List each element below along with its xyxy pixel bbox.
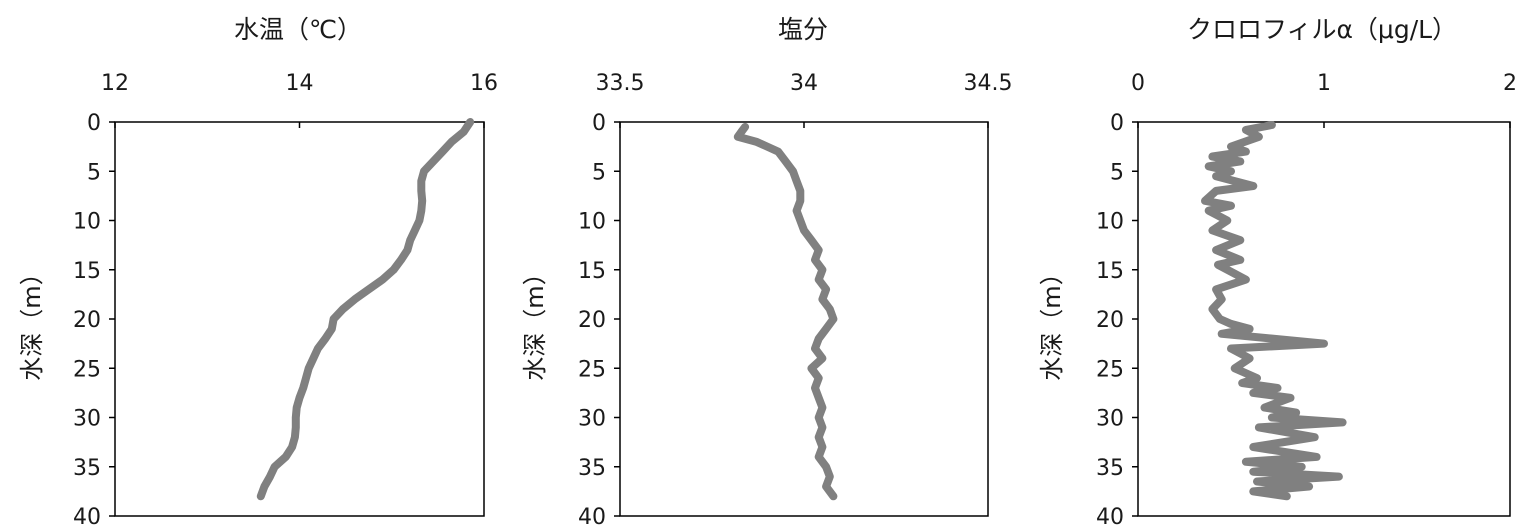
y-tick-label: 40 (578, 505, 606, 526)
x-tick-label: 33.5 (596, 71, 645, 96)
plot-frame (1137, 121, 1511, 517)
panel-salinity: 塩分 水深（m） 33.5 34 34.5 0 5 10 15 20 25 30 35 40 (521, 15, 1012, 526)
y-axis-label: 水深（m） (521, 261, 549, 380)
y-tick-label: 30 (1096, 407, 1124, 432)
series-line (1201, 121, 1347, 501)
y-tick-label: 5 (87, 160, 101, 185)
y-tick-label: 40 (73, 505, 101, 526)
y-tick-label: 0 (87, 111, 101, 136)
y-tick-label: 5 (592, 160, 606, 185)
x-tick-label: 1 (1317, 71, 1331, 96)
y-tick-label: 10 (578, 210, 606, 235)
x-tick-label: 12 (101, 71, 129, 96)
panel-water-temperature: 水温（℃） 水深（m） 12 14 16 0 5 10 15 20 25 30 35 40 (18, 15, 498, 526)
plot-frame (114, 121, 485, 517)
y-tick-label: 20 (73, 308, 101, 333)
x-tick-label: 14 (286, 71, 314, 96)
y-tick-label: 20 (578, 308, 606, 333)
y-tick-label: 20 (1096, 308, 1124, 333)
y-tick-label: 15 (73, 259, 101, 284)
x-tick-label: 34.5 (964, 71, 1013, 96)
y-tick-label: 10 (73, 210, 101, 235)
chart-title: クロロフィルα（μg/L） (1187, 15, 1457, 44)
y-tick-label: 30 (73, 407, 101, 432)
y-tick-label: 35 (73, 456, 101, 481)
y-tick-label: 25 (1096, 357, 1124, 382)
series-line (733, 122, 838, 501)
chart-title: 塩分 (778, 15, 828, 44)
y-tick-label: 25 (73, 357, 101, 382)
plot-frame (619, 121, 989, 517)
y-tick-label: 0 (1110, 111, 1124, 136)
y-tick-label: 35 (1096, 456, 1124, 481)
series-line (256, 118, 475, 501)
y-tick-label: 15 (1096, 259, 1124, 284)
y-tick-label: 5 (1110, 160, 1124, 185)
y-axis-label: 水深（m） (18, 261, 46, 380)
x-tick-label: 0 (1131, 71, 1145, 96)
y-tick-label: 30 (578, 407, 606, 432)
y-axis-label: 水深（m） (1038, 261, 1066, 380)
y-tick-label: 0 (592, 111, 606, 136)
x-tick-label: 2 (1503, 71, 1517, 96)
y-tick-label: 25 (578, 357, 606, 382)
chart-title: 水温（℃） (234, 15, 362, 44)
y-tick-label: 15 (578, 259, 606, 284)
y-tick-label: 35 (578, 456, 606, 481)
y-tick-label: 10 (1096, 210, 1124, 235)
y-tick-label: 40 (1096, 505, 1124, 526)
x-tick-label: 16 (470, 71, 498, 96)
x-tick-label: 34 (790, 71, 818, 96)
